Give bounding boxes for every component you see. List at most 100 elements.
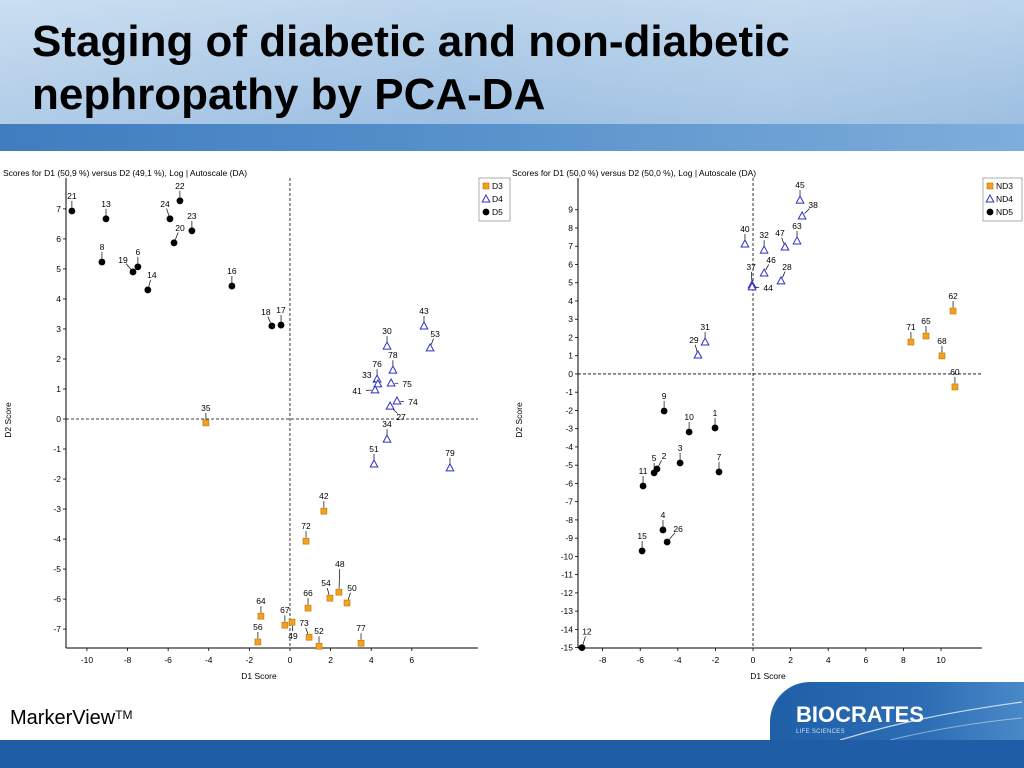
chart-1-point-label-42: 42	[319, 491, 329, 501]
chart-2-x-tick-label: 10	[936, 655, 946, 665]
chart-2-x-axis-label: D1 Score	[750, 671, 786, 681]
chart-2-point-nd4-38	[797, 210, 807, 220]
chart-1-x-tick-label: 4	[369, 655, 374, 665]
chart-1-point-d5-16	[228, 282, 236, 290]
chart-1-legend-marker-d3	[482, 182, 490, 190]
chart-2-y-tick-label: -8	[565, 515, 573, 525]
chart-2-x-tick-label: -2	[712, 655, 720, 665]
chart-1-leader-line-53	[430, 338, 434, 345]
chart-1-leader-line-33	[373, 380, 376, 382]
chart-2-point-label-65: 65	[921, 316, 931, 326]
chart-1-point-label-73: 73	[299, 618, 309, 628]
chart-2-y-tick-label: -15	[561, 643, 574, 653]
chart-2-point-nd4-45	[795, 195, 805, 204]
chart-1-point-d5-13	[102, 215, 110, 223]
chart-2-point-label-63: 63	[792, 221, 802, 231]
chart-1-x-tick-label: -4	[205, 655, 213, 665]
chart-1-point-d3-77	[357, 639, 365, 647]
chart-1-point-label-72: 72	[301, 521, 311, 531]
chart-1-y-tick-label: -3	[53, 504, 61, 514]
chart-1-y-tick-label: 2	[56, 354, 61, 364]
chart-2-y-tick-label: 8	[568, 223, 573, 233]
footer-bar	[0, 740, 1024, 768]
chart-1-title: Scores for D1 (50,9 %) versus D2 (49,1 %…	[3, 168, 247, 178]
product-name: MarkerViewTM	[10, 708, 133, 728]
chart-1-point-label-48: 48	[335, 559, 345, 569]
chart-1-point-label-16: 16	[227, 266, 237, 276]
chart-1-point-d3-49	[288, 618, 296, 626]
chart-2-series-nd3: 62 65 71 68 60	[906, 291, 960, 391]
chart-2-y-tick-label: 7	[568, 241, 573, 251]
chart-2-point-label-44: 44	[763, 283, 773, 293]
chart-1-point-d3-72	[302, 537, 310, 545]
chart-2-point-label-28: 28	[782, 262, 792, 272]
chart-1-point-label-51: 51	[369, 444, 379, 454]
chart-1-point-label-18: 18	[261, 307, 271, 317]
chart-1-x-tick-label: 6	[409, 655, 414, 665]
chart-1-point-d5-8	[98, 258, 106, 266]
chart-1-point-label-78: 78	[388, 350, 398, 360]
chart-1-point-d3-54	[326, 594, 334, 602]
chart-2-leader-line-26	[669, 532, 676, 540]
chart-2-y-tick-label: 2	[568, 332, 573, 342]
chart-1-point-d5-18	[268, 322, 276, 330]
chart-2-legend-marker-nd3	[986, 182, 994, 190]
chart-2-point-nd5-2	[653, 465, 661, 473]
chart-1-leader-line-19	[125, 263, 132, 270]
chart-1-x-tick-label: -10	[81, 655, 94, 665]
chart-1-point-d4-43	[419, 320, 429, 330]
chart-1-point-d5-21	[68, 207, 76, 215]
chart-1-point-label-24: 24	[160, 199, 170, 209]
chart-2-point-nd4-29	[693, 349, 703, 359]
chart-2-point-nd5-10	[685, 428, 693, 436]
chart-1-point-d4-34	[382, 434, 392, 443]
chart-2-x-tick-label: -4	[674, 655, 682, 665]
chart-1-point-d3-42	[320, 507, 328, 515]
chart-1-point-label-49: 49	[288, 631, 298, 641]
brand-logo: BIOCRATES LIFE SCIENCES	[770, 682, 1024, 740]
chart-1-x-tick-label: -8	[124, 655, 132, 665]
chart-1-x-tick-label: 0	[288, 655, 293, 665]
chart-2-y-tick-label: -2	[565, 405, 573, 415]
chart-1-y-tick-label: -6	[53, 594, 61, 604]
chart-2-y-tick-label: -7	[565, 497, 573, 507]
chart-2-point-nd3-60	[951, 383, 959, 391]
chart-1-point-label-14: 14	[147, 270, 157, 280]
chart-2-y-tick-label: -13	[561, 606, 574, 616]
chart-2-point-nd4-40	[740, 239, 750, 248]
chart-1-point-label-50: 50	[347, 583, 357, 593]
chart-2-point-nd5-1	[711, 424, 719, 432]
chart-2-point-label-68: 68	[937, 336, 947, 346]
chart-2-legend-marker-nd4	[985, 193, 995, 203]
chart-1-y-tick-label: 7	[56, 204, 61, 214]
chart-1-legend-marker-d5	[482, 208, 490, 216]
title-line-2: nephropathy by PCA-DA	[32, 70, 546, 119]
chart-1-legend-label-d3: D3	[492, 181, 503, 191]
chart-2-point-nd4-63	[792, 235, 802, 245]
chart-1-point-label-64: 64	[256, 596, 266, 606]
chart-2-point-nd5-11	[639, 482, 647, 490]
chart-1-point-label-17: 17	[276, 305, 286, 315]
chart-1-point-d3-56	[254, 638, 262, 646]
chart-2-point-nd5-3	[676, 459, 684, 467]
chart-1-point-d3-64	[257, 612, 265, 620]
chart-2-point-label-11: 11	[639, 466, 648, 476]
chart-1-point-d5-20	[170, 239, 178, 247]
chart-2-point-label-71: 71	[906, 322, 916, 332]
chart-1-y-tick-label: 3	[56, 324, 61, 334]
chart-2-x-tick-label: -8	[599, 655, 607, 665]
chart-2-point-label-45: 45	[795, 180, 805, 190]
chart-2-y-tick-label: 9	[568, 205, 573, 215]
chart-1-point-label-13: 13	[101, 199, 111, 209]
chart-1-y-tick-label: 0	[56, 414, 61, 424]
chart-2-point-nd5-26	[663, 538, 671, 546]
chart-2-title: Scores for D1 (50,0 %) versus D2 (50,0 %…	[512, 168, 756, 178]
chart-2-point-nd3-62	[949, 307, 957, 315]
chart-2-point-label-12: 12	[582, 627, 592, 637]
logo-swoosh-icon	[839, 701, 1023, 740]
chart-2-y-tick-label: 1	[568, 351, 573, 361]
chart-2-point-nd3-65	[922, 332, 930, 340]
chart-2-point-nd3-71	[907, 338, 915, 346]
